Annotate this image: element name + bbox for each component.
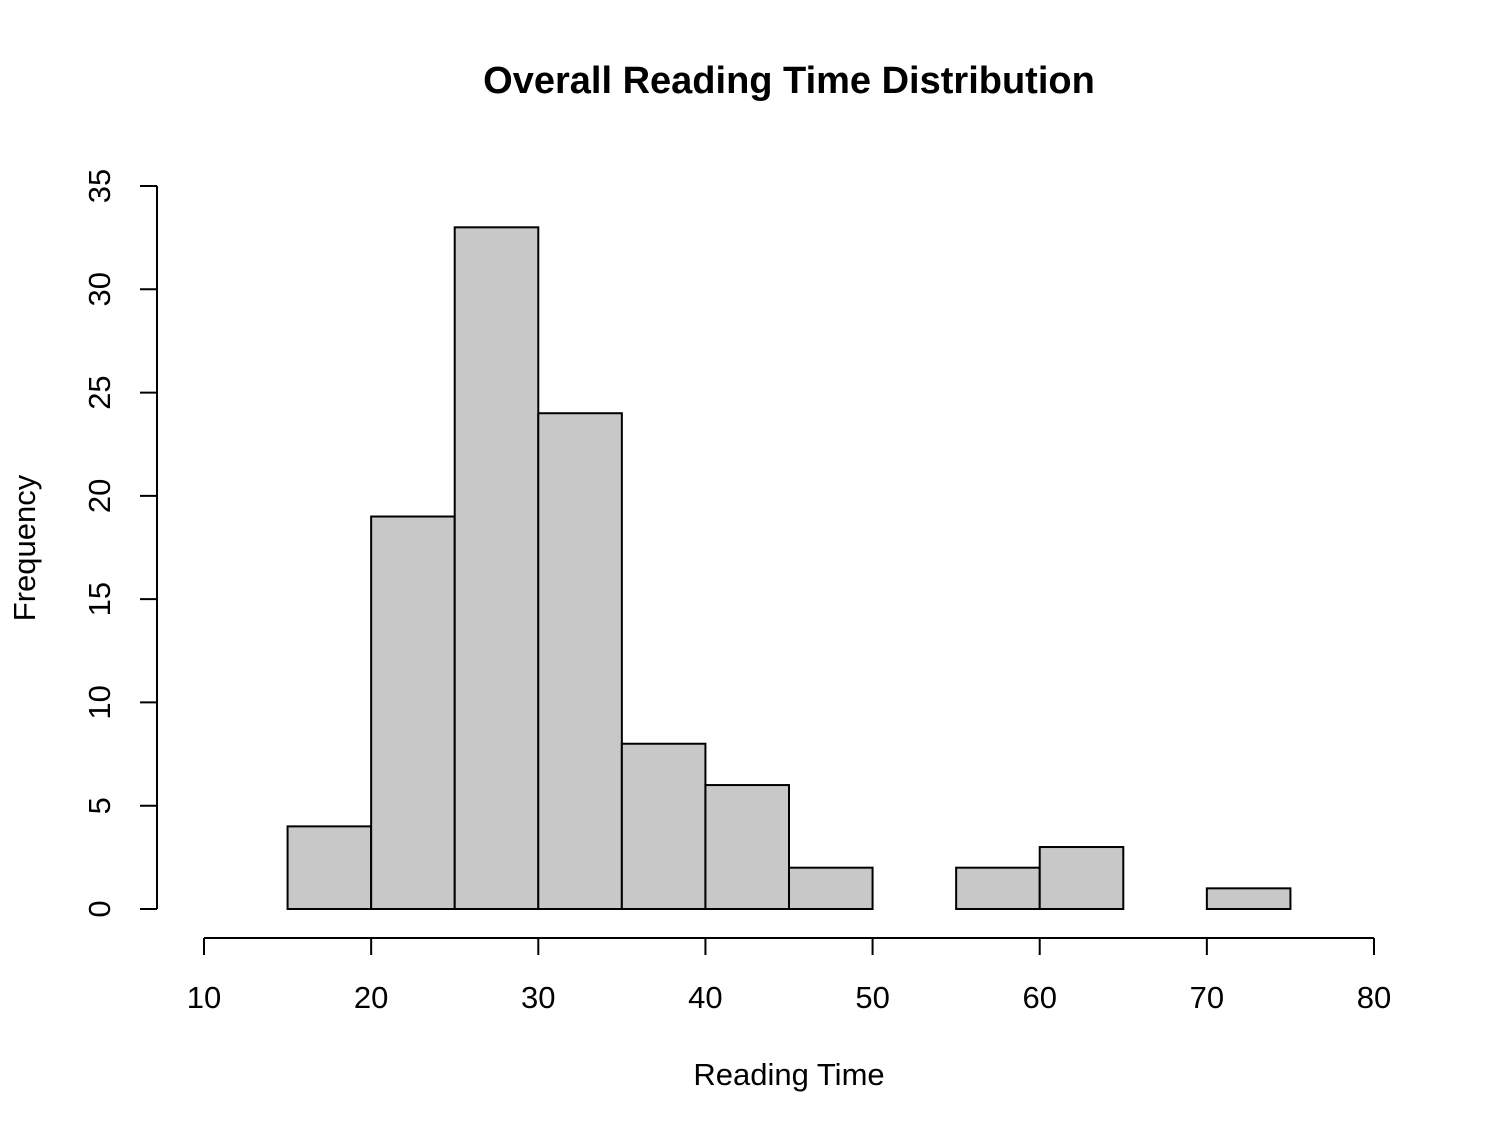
histogram-bar-4	[620, 742, 707, 910]
x-tick-label: 10	[187, 980, 221, 1015]
y-tick-label: 20	[82, 479, 117, 513]
y-tick-label: 30	[82, 272, 117, 306]
x-axis-label: Reading Time	[693, 1057, 884, 1092]
x-tick-label: 80	[1357, 980, 1391, 1015]
y-tick-label: 0	[82, 900, 117, 917]
histogram-bar-5	[704, 784, 791, 910]
histogram-bar-1	[370, 515, 456, 910]
y-tick-label: 5	[82, 797, 117, 814]
y-axis: 0 5 10 15 20 25 30 35	[82, 169, 158, 918]
histogram-bar-8	[955, 866, 1041, 911]
x-tick-label: 70	[1190, 980, 1224, 1015]
histogram-bar-11	[1205, 887, 1292, 910]
histogram-bar-9	[1038, 846, 1125, 910]
histogram-bar-2	[453, 226, 540, 911]
bars-layer	[286, 226, 1292, 911]
x-tick-label: 30	[521, 980, 555, 1015]
x-tick-label: 40	[688, 980, 722, 1015]
y-tick-label: 35	[82, 169, 117, 203]
x-tick-label: 50	[855, 980, 889, 1015]
x-tick-label: 20	[354, 980, 388, 1015]
chart-title: Overall Reading Time Distribution	[483, 60, 1095, 102]
histogram-bar-0	[286, 825, 373, 910]
y-tick-label: 25	[82, 375, 117, 409]
y-tick-label: 10	[82, 685, 117, 719]
y-tick-label: 15	[82, 582, 117, 616]
x-axis: 10 20 30 40 50 60 70 80	[187, 937, 1391, 1015]
histogram-bar-6	[788, 866, 874, 911]
x-tick-label: 60	[1022, 980, 1056, 1015]
histogram-bar-3	[537, 412, 623, 910]
y-axis-label: Frequency	[7, 474, 42, 621]
